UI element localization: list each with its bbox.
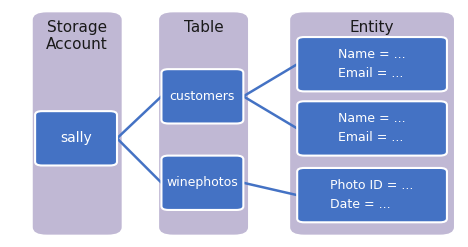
Text: Entity: Entity <box>350 20 395 35</box>
FancyBboxPatch shape <box>161 69 243 124</box>
FancyBboxPatch shape <box>297 101 447 156</box>
FancyBboxPatch shape <box>33 12 122 235</box>
FancyBboxPatch shape <box>35 111 117 165</box>
Text: Name = ...
Email = ...: Name = ... Email = ... <box>338 112 406 144</box>
Text: Table: Table <box>184 20 223 35</box>
Text: Name = ...
Email = ...: Name = ... Email = ... <box>338 48 406 80</box>
FancyBboxPatch shape <box>161 156 243 210</box>
FancyBboxPatch shape <box>290 12 454 235</box>
Text: winephotos: winephotos <box>167 176 238 189</box>
Text: Photo ID = ...
Date = ...: Photo ID = ... Date = ... <box>330 179 414 211</box>
Text: customers: customers <box>170 90 235 103</box>
Text: sally: sally <box>60 131 92 145</box>
FancyBboxPatch shape <box>159 12 248 235</box>
FancyBboxPatch shape <box>297 37 447 91</box>
FancyBboxPatch shape <box>297 168 447 222</box>
Text: Storage
Account: Storage Account <box>46 20 108 52</box>
